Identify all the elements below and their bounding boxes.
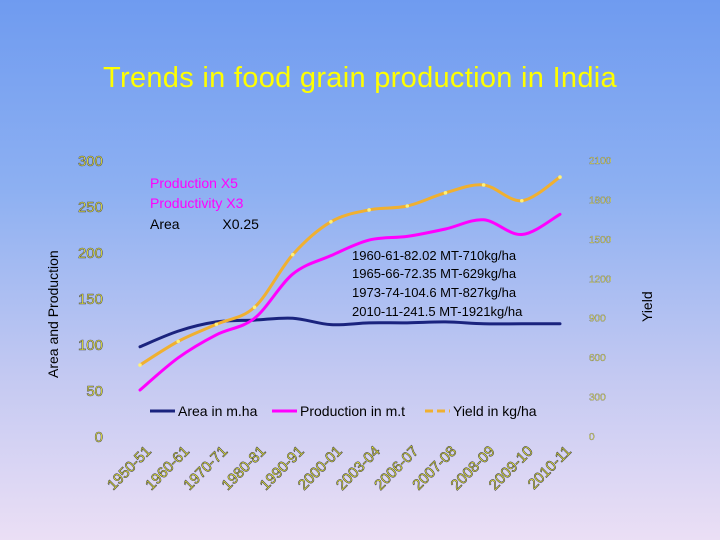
data-point-yield-in-kg-ha bbox=[405, 204, 410, 208]
series-line-yield-in-kg-ha bbox=[138, 175, 562, 367]
series-layer bbox=[138, 175, 562, 392]
data-point-yield-in-kg-ha bbox=[520, 198, 524, 203]
right-tick-label: 600 bbox=[589, 353, 606, 364]
left-tick-label: 0 bbox=[95, 429, 103, 446]
data-point-yield-in-kg-ha bbox=[252, 305, 257, 310]
data-point-yield-in-kg-ha bbox=[481, 183, 486, 187]
fact-1965: 1965-66-72.35 MT-629kg/ha bbox=[352, 266, 517, 281]
left-tick-label: 100 bbox=[78, 337, 103, 354]
data-point-yield-in-kg-ha bbox=[138, 363, 142, 367]
series-line-production-in-m-t bbox=[138, 212, 562, 392]
fact-2010: 2010-11-241.5 MT-1921kg/ha bbox=[352, 304, 523, 319]
legend: Area in m.ha Production in m.t Yield in … bbox=[150, 403, 537, 419]
right-axis-title: Yield bbox=[639, 291, 655, 322]
left-tick-label: 200 bbox=[78, 245, 103, 262]
right-tick-label: 1800 bbox=[589, 195, 612, 206]
x-tick-label: 2010-11 bbox=[525, 443, 575, 493]
left-tick-label: 150 bbox=[78, 291, 103, 308]
legend-label-area: Area in m.ha bbox=[178, 403, 258, 419]
series-line-area-in-m-ha bbox=[138, 316, 562, 349]
left-axis-ticks: 0 50 100 150 200 250 300 bbox=[78, 153, 104, 447]
scale-note-production: Production X5 bbox=[150, 175, 238, 191]
right-tick-label: 300 bbox=[589, 393, 606, 404]
data-point-yield-in-kg-ha bbox=[176, 339, 180, 344]
fact-1973: 1973-74-104.6 MT-827kg/ha bbox=[352, 285, 517, 300]
slide-title: Trends in food grain production in India bbox=[103, 62, 617, 94]
data-point-yield-in-kg-ha bbox=[214, 322, 219, 327]
legend-label-yield: Yield in kg/ha bbox=[453, 403, 537, 419]
right-tick-label: 1200 bbox=[589, 274, 612, 285]
right-tick-label: 0 bbox=[589, 432, 595, 443]
legend-label-production: Production in m.t bbox=[300, 403, 405, 419]
scale-note-productivity: Productivity X3 bbox=[150, 195, 244, 211]
right-tick-label: 1500 bbox=[589, 235, 612, 246]
scale-note-area: Area X0.25 bbox=[150, 216, 259, 232]
left-tick-label: 300 bbox=[78, 153, 103, 170]
data-point-yield-in-kg-ha bbox=[290, 252, 295, 257]
right-axis-ticks: 0 300 600 900 1200 1500 1800 2100 bbox=[589, 156, 612, 443]
data-point-yield-in-kg-ha bbox=[329, 219, 333, 224]
left-axis-title: Area and Production bbox=[45, 250, 61, 378]
right-tick-label: 900 bbox=[589, 314, 606, 325]
fact-1960: 1960-61-82.02 MT-710kg/ha bbox=[352, 248, 517, 263]
data-point-yield-in-kg-ha bbox=[443, 191, 448, 195]
left-tick-label: 250 bbox=[78, 199, 103, 216]
left-tick-label: 50 bbox=[86, 383, 103, 400]
data-point-yield-in-kg-ha bbox=[558, 175, 562, 179]
data-point-yield-in-kg-ha bbox=[367, 208, 371, 212]
right-tick-label: 2100 bbox=[589, 156, 612, 167]
x-axis-ticks: 1950-511960-611970-711980-811990-912000-… bbox=[104, 443, 576, 495]
